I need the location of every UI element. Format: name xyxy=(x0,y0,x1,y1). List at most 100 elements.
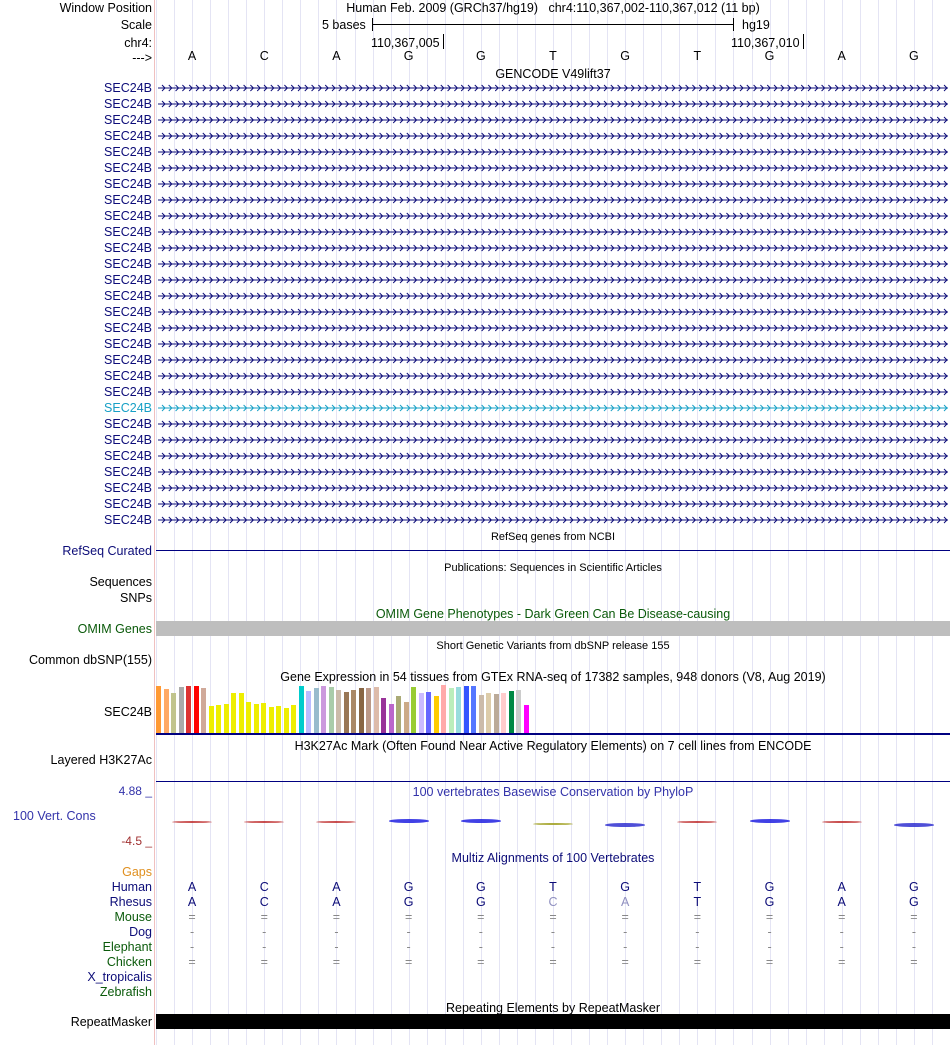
gtex-bar[interactable] xyxy=(501,693,506,733)
gencode-gene-arrow-line[interactable] xyxy=(158,354,948,366)
gencode-gene-label[interactable]: SEC24B xyxy=(104,353,152,367)
gencode-gene-label[interactable]: SEC24B xyxy=(104,81,152,95)
gencode-gene-arrow-line[interactable] xyxy=(158,386,948,398)
gencode-gene-arrow-line[interactable] xyxy=(158,466,948,478)
gtex-bar[interactable] xyxy=(291,705,296,733)
gtex-bar[interactable] xyxy=(156,686,161,733)
gencode-gene-arrow-line[interactable] xyxy=(158,418,948,430)
multiz-species-label[interactable]: Mouse xyxy=(114,910,152,924)
gtex-bar[interactable] xyxy=(478,694,484,733)
gtex-bar[interactable] xyxy=(388,703,394,733)
gencode-gene-arrow-line[interactable] xyxy=(158,306,948,318)
gtex-bar[interactable] xyxy=(163,688,169,733)
gtex-bar[interactable] xyxy=(171,692,176,733)
gencode-gene-label[interactable]: SEC24B xyxy=(104,481,152,495)
phylop-score-mark[interactable] xyxy=(460,819,501,823)
gtex-bar[interactable] xyxy=(178,687,184,733)
gencode-gene-arrow-line[interactable] xyxy=(158,514,948,526)
gtex-bar[interactable] xyxy=(456,687,461,733)
gtex-bar[interactable] xyxy=(471,685,476,733)
gencode-gene-label[interactable]: SEC24B xyxy=(104,257,152,271)
gencode-gene-label[interactable]: SEC24B xyxy=(104,145,152,159)
gencode-gene-label[interactable]: SEC24B xyxy=(104,241,152,255)
gtex-bar[interactable] xyxy=(306,691,311,733)
gencode-gene-arrow-line[interactable] xyxy=(158,226,948,238)
gencode-gene-arrow-line[interactable] xyxy=(158,482,948,494)
dbsnp-label[interactable]: Common dbSNP(155) xyxy=(29,653,152,667)
gencode-gene-arrow-line[interactable] xyxy=(158,146,948,158)
gtex-bar[interactable] xyxy=(276,705,281,733)
gtex-bar[interactable] xyxy=(373,686,379,733)
repeatmasker-label[interactable]: RepeatMasker xyxy=(70,1015,152,1029)
gencode-gene-arrow-line[interactable] xyxy=(158,114,948,126)
gtex-bar[interactable] xyxy=(426,692,431,733)
gtex-bar[interactable] xyxy=(343,691,349,733)
gencode-gene-arrow-line[interactable] xyxy=(158,450,948,462)
phylop-score-mark[interactable] xyxy=(316,821,357,823)
gtex-bar[interactable] xyxy=(486,693,491,733)
gencode-gene-label[interactable]: SEC24B xyxy=(104,113,152,127)
omim-label[interactable]: OMIM Genes xyxy=(77,622,152,636)
gencode-gene-label[interactable]: SEC24B xyxy=(104,321,152,335)
gtex-bar[interactable] xyxy=(261,703,266,733)
gtex-bar[interactable] xyxy=(366,688,371,733)
gtex-label[interactable]: SEC24B xyxy=(104,705,152,719)
phylop-score-mark[interactable] xyxy=(172,821,213,823)
gencode-gene-label[interactable]: SEC24B xyxy=(104,177,152,191)
h3k27-label[interactable]: Layered H3K27Ac xyxy=(50,753,152,767)
gtex-bar[interactable] xyxy=(223,703,229,733)
gtex-bar[interactable] xyxy=(433,695,439,733)
gencode-gene-label[interactable]: SEC24B xyxy=(104,161,152,175)
gtex-bar[interactable] xyxy=(193,686,199,733)
gtex-bar[interactable] xyxy=(508,690,514,733)
gtex-bar[interactable] xyxy=(516,689,521,733)
gencode-gene-arrow-line[interactable] xyxy=(158,82,948,94)
gtex-bar[interactable] xyxy=(268,706,274,733)
multiz-species-label[interactable]: Zebrafish xyxy=(99,985,152,999)
gencode-gene-label[interactable]: SEC24B xyxy=(104,449,152,463)
gencode-gene-label[interactable]: SEC24B xyxy=(104,193,152,207)
gtex-bar[interactable] xyxy=(186,686,191,733)
refseq-label[interactable]: RefSeq Curated xyxy=(62,544,152,558)
gtex-bar[interactable] xyxy=(328,686,334,733)
pubs-snps-label[interactable]: SNPs xyxy=(120,591,152,605)
gtex-bar[interactable] xyxy=(201,687,206,733)
gencode-gene-label[interactable]: SEC24B xyxy=(104,513,152,527)
multiz-species-label[interactable]: Chicken xyxy=(106,955,152,969)
gencode-gene-arrow-line[interactable] xyxy=(158,290,948,302)
gencode-gene-arrow-line[interactable] xyxy=(158,402,948,414)
gencode-gene-arrow-line[interactable] xyxy=(158,210,948,222)
gencode-gene-arrow-line[interactable] xyxy=(158,162,948,174)
phylop-score-mark[interactable] xyxy=(821,820,862,823)
phylop-score-mark[interactable] xyxy=(533,823,573,826)
gtex-bar[interactable] xyxy=(418,693,424,733)
gencode-gene-label[interactable]: SEC24B xyxy=(104,417,152,431)
gaps-label[interactable]: Gaps xyxy=(122,865,152,879)
gencode-gene-arrow-line[interactable] xyxy=(158,322,948,334)
gtex-bar[interactable] xyxy=(238,692,244,733)
gtex-bar[interactable] xyxy=(396,696,401,733)
pubs-sequences-label[interactable]: Sequences xyxy=(89,575,152,589)
gencode-gene-label[interactable]: SEC24B xyxy=(104,289,152,303)
gencode-gene-label[interactable]: SEC24B xyxy=(104,225,152,239)
gtex-bar[interactable] xyxy=(381,698,386,733)
gencode-gene-label[interactable]: SEC24B xyxy=(104,305,152,319)
gtex-bar[interactable] xyxy=(463,686,469,733)
gtex-bar[interactable] xyxy=(313,688,319,733)
gencode-gene-arrow-line[interactable] xyxy=(158,434,948,446)
multiz-species-label[interactable]: Elephant xyxy=(102,940,152,954)
gencode-gene-arrow-line[interactable] xyxy=(158,178,948,190)
multiz-species-label[interactable]: Dog xyxy=(129,925,152,939)
gencode-gene-label[interactable]: SEC24B xyxy=(104,369,152,383)
phylop-score-mark[interactable] xyxy=(244,821,285,823)
gencode-gene-label[interactable]: SEC24B xyxy=(104,385,152,399)
gtex-bar[interactable] xyxy=(321,686,326,733)
phylop-score-mark[interactable] xyxy=(388,819,429,823)
gencode-gene-arrow-line[interactable] xyxy=(158,258,948,270)
gencode-gene-label[interactable]: SEC24B xyxy=(104,433,152,447)
gencode-gene-arrow-line[interactable] xyxy=(158,194,948,206)
gencode-gene-arrow-line[interactable] xyxy=(158,370,948,382)
gtex-bar[interactable] xyxy=(441,685,446,733)
gencode-gene-arrow-line[interactable] xyxy=(158,498,948,510)
